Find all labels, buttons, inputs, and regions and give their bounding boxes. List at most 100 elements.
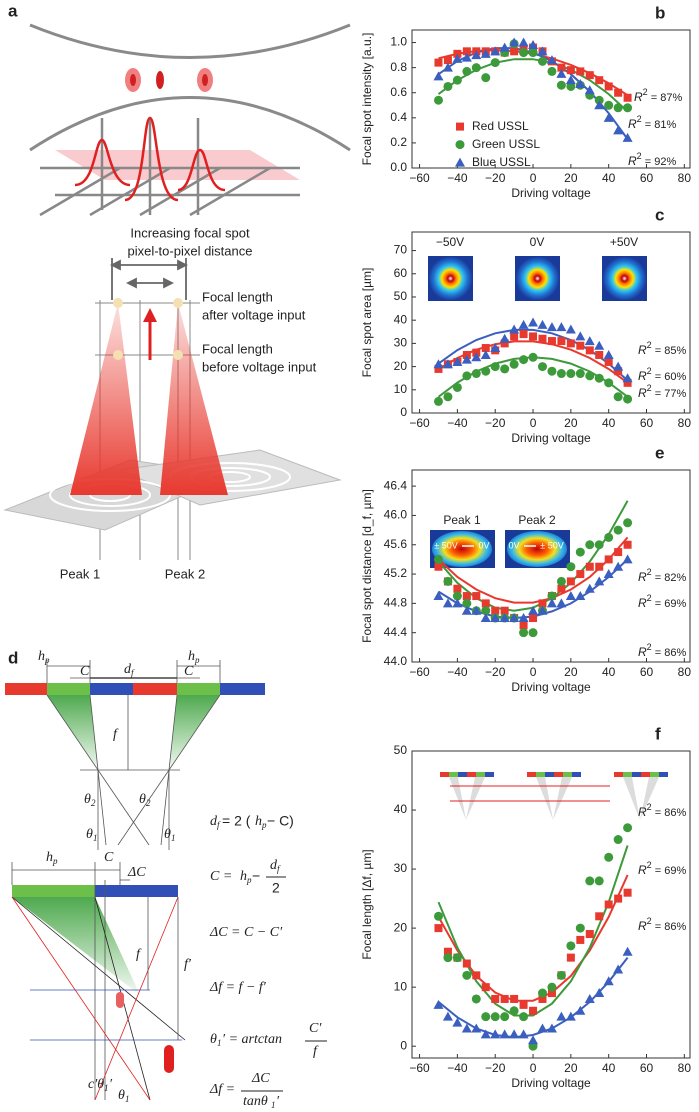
x-tick-label: 60 xyxy=(640,171,654,185)
math-label: θ xyxy=(118,1088,125,1103)
data-point xyxy=(528,605,539,615)
data-point xyxy=(500,339,509,348)
math-label: ′ xyxy=(276,1094,280,1109)
math-label: f xyxy=(313,1044,319,1059)
data-point xyxy=(546,598,557,608)
math-label: Δf = f − f′ xyxy=(209,980,267,995)
inset-label: Peak 1 xyxy=(443,513,481,527)
data-point xyxy=(452,1017,463,1027)
math-label: ΔC xyxy=(127,865,146,880)
inset-label: +50V xyxy=(610,235,638,249)
pixel xyxy=(177,683,220,695)
x-tick-label: −20 xyxy=(485,665,506,679)
inset-label: 0V xyxy=(508,540,519,550)
math-label: 2 xyxy=(272,880,280,896)
r2-symbol: R xyxy=(628,117,637,131)
data-point xyxy=(595,76,604,85)
focus xyxy=(113,350,123,360)
data-point xyxy=(565,324,576,334)
data-point xyxy=(595,912,604,921)
math-label: − C) xyxy=(267,813,294,829)
r2-annotation: R2 = 86% xyxy=(638,916,686,933)
data-point xyxy=(613,964,624,974)
x-axis-label: Driving voltage xyxy=(511,431,591,445)
y-tick-label: 44.0 xyxy=(384,654,408,668)
r2-value: = 92% xyxy=(642,156,677,168)
x-tick-label: 60 xyxy=(640,1061,654,1075)
math-label: θ xyxy=(84,792,91,807)
pixel xyxy=(5,683,47,695)
x-tick-label: −40 xyxy=(447,665,468,679)
data-point xyxy=(576,570,585,579)
construction-lines xyxy=(46,660,221,850)
math-label: d xyxy=(270,858,278,873)
data-point xyxy=(565,591,576,601)
inset-pixel xyxy=(485,772,494,777)
r2-value: = 87% xyxy=(648,92,683,104)
data-point xyxy=(614,367,623,376)
fit-line xyxy=(437,47,629,140)
data-point xyxy=(472,971,481,980)
inset-spot xyxy=(507,531,567,567)
data-point xyxy=(490,46,501,56)
legend-label: Green USSL xyxy=(472,137,540,151)
r2-symbol: R xyxy=(634,90,643,104)
data-point xyxy=(584,336,595,346)
data-point xyxy=(443,392,453,402)
data-point xyxy=(557,584,566,593)
r2-exponent: 2 xyxy=(647,383,652,393)
x-tick-label: −60 xyxy=(409,416,430,430)
data-point xyxy=(528,1035,539,1045)
r2-annotation: R2 = 86% xyxy=(638,642,686,659)
math-label: ΔC = C − C′ xyxy=(209,925,283,940)
r2-symbol: R xyxy=(638,805,647,819)
data-point xyxy=(604,852,614,862)
y-tick-label: 30 xyxy=(394,861,408,875)
dimension-arrows xyxy=(109,258,189,300)
diagram-a xyxy=(3,23,351,560)
r2-symbol: R xyxy=(628,154,637,168)
inset-pixel xyxy=(659,772,668,777)
x-tick-label: −60 xyxy=(409,665,430,679)
data-point xyxy=(595,350,604,359)
math-label: C xyxy=(80,664,90,679)
r2-exponent: 2 xyxy=(647,340,652,350)
data-point xyxy=(566,339,575,348)
data-point xyxy=(481,1012,491,1022)
data-point xyxy=(585,930,594,939)
subscript: f xyxy=(217,820,221,830)
y-tick-label: 45.2 xyxy=(384,566,408,580)
subscript: f xyxy=(131,668,135,678)
data-point xyxy=(518,319,529,329)
x-tick-label: 0 xyxy=(530,1061,537,1075)
subscript: p xyxy=(44,655,50,665)
data-point xyxy=(461,354,472,364)
inset-pixel xyxy=(623,772,632,777)
diagram-label: Peak 1 xyxy=(60,566,100,581)
x-axis-label: Driving voltage xyxy=(511,680,591,694)
data-point xyxy=(623,823,633,833)
data-point xyxy=(575,369,585,379)
diagram-label: Peak 2 xyxy=(165,566,205,581)
data-point xyxy=(471,352,482,362)
data-point xyxy=(594,540,604,550)
data-point xyxy=(604,532,614,542)
data-point xyxy=(510,47,519,56)
data-point xyxy=(576,67,585,76)
data-point xyxy=(556,68,567,78)
inset-spot xyxy=(602,256,647,301)
math-label: ′ xyxy=(109,1077,113,1092)
y-tick-label: 44.4 xyxy=(384,625,408,639)
data-point xyxy=(500,364,510,374)
math-label: C = xyxy=(210,869,232,884)
data-point xyxy=(500,1012,510,1022)
data-point xyxy=(480,48,491,58)
inset-fan xyxy=(449,777,485,820)
data-point xyxy=(443,947,452,956)
x-axis-label: Driving voltage xyxy=(511,186,591,200)
r2-annotation: R2 = 92% xyxy=(628,151,676,168)
x-tick-label: 40 xyxy=(602,665,616,679)
subscript: p xyxy=(246,875,252,885)
data-point xyxy=(547,66,557,76)
